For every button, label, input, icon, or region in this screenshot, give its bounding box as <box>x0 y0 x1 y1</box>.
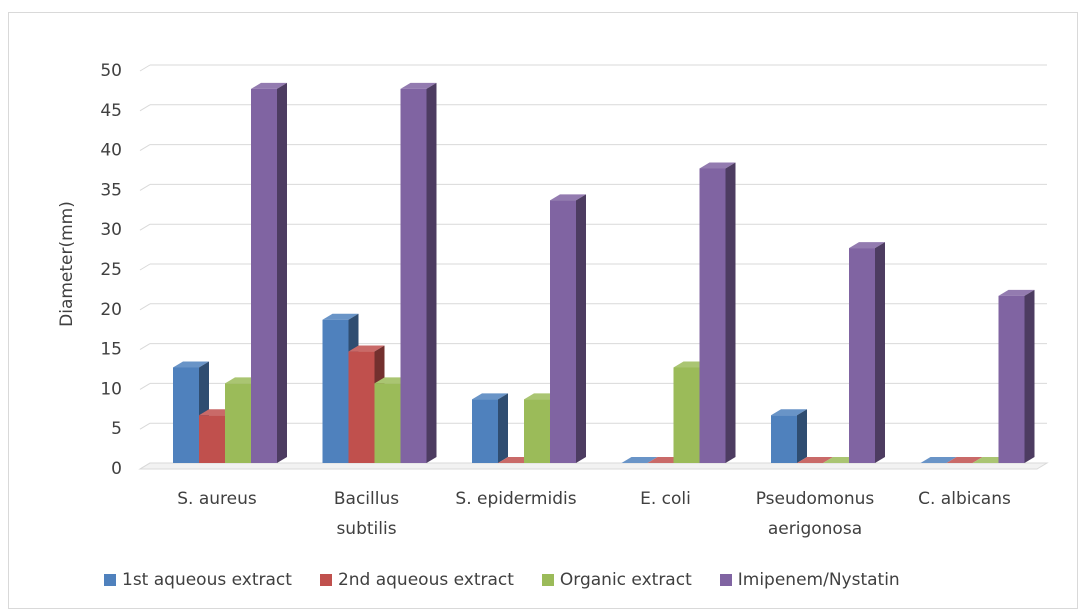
legend-swatch <box>104 574 116 586</box>
bar-side <box>797 409 807 463</box>
bar-side <box>576 194 586 463</box>
bar <box>797 457 833 463</box>
x-tick-label: E. coli <box>640 489 691 509</box>
bar-top <box>472 393 508 400</box>
y-tick-label: 50 <box>100 61 122 81</box>
bar-top <box>771 409 807 416</box>
bar-front <box>348 351 375 463</box>
gridline-depth <box>139 223 151 231</box>
gridline-depth <box>139 462 151 470</box>
legend-label: Organic extract <box>559 570 692 590</box>
legend-swatch <box>541 574 554 586</box>
legend-label: 2nd aqueous extract <box>337 570 514 590</box>
x-tick-label: C. albicans <box>918 489 1011 509</box>
bar-front <box>322 319 349 463</box>
x-tick-label: subtilis <box>336 519 396 539</box>
legend-label: Imipenem/Nystatin <box>737 570 900 590</box>
bar <box>251 82 287 463</box>
x-tick-label: aerigonosa <box>768 519 862 539</box>
bar-front <box>998 295 1025 463</box>
bar-front <box>849 248 875 463</box>
bar-front <box>771 415 797 463</box>
bar-side <box>498 393 508 463</box>
legend-swatch <box>719 574 732 586</box>
bar-top <box>946 457 983 463</box>
y-tick-label: 10 <box>100 379 122 399</box>
legend: 1st aqueous extract 2nd aqueous extract … <box>104 570 900 590</box>
gridline-depth <box>139 382 151 390</box>
bar <box>920 457 957 463</box>
bar-front <box>199 415 225 463</box>
legend-item-2nd-aqueous: 2nd aqueous extract <box>319 570 514 590</box>
bar <box>699 162 736 464</box>
bar-top <box>699 162 736 169</box>
bar-front <box>673 367 700 463</box>
bar-side <box>277 82 287 463</box>
gridline-depth <box>139 263 151 271</box>
chart-frame <box>8 12 1078 609</box>
bar <box>849 242 885 463</box>
y-tick-label: 15 <box>100 340 122 360</box>
y-tick-label: 35 <box>100 180 122 200</box>
legend-item-imipenem: Imipenem/Nystatin <box>719 570 900 590</box>
y-tick-label: 30 <box>100 220 122 240</box>
bar-top <box>550 194 586 201</box>
bar-side <box>426 82 437 463</box>
y-tick-label: 20 <box>100 300 122 320</box>
x-tick-label: Pseudomonus <box>756 489 875 509</box>
bar <box>771 409 807 463</box>
bar-side <box>875 242 885 463</box>
bar-front <box>374 383 401 463</box>
bar-front <box>472 399 498 463</box>
y-tick-label: 45 <box>100 101 122 121</box>
bar-front <box>225 383 251 463</box>
bar <box>998 289 1035 463</box>
bar-top <box>998 289 1035 296</box>
gridline-depth <box>139 104 151 112</box>
bar-front <box>400 88 427 463</box>
bar <box>400 82 437 463</box>
gridline-depth <box>139 183 151 191</box>
gridline-depth <box>139 64 151 72</box>
gridline-depth <box>139 144 151 152</box>
bar <box>621 457 658 463</box>
bar-top <box>348 345 385 352</box>
legend-swatch <box>319 574 332 586</box>
bar-top <box>173 361 209 368</box>
bar-top <box>322 313 359 320</box>
bar-side <box>725 162 736 464</box>
gridline-depth <box>139 303 151 311</box>
bar-top <box>920 457 957 463</box>
bar-top <box>400 82 437 89</box>
bar-top <box>849 242 885 249</box>
bar-front <box>173 367 199 463</box>
y-tick-label: 5 <box>111 419 122 439</box>
bar-front <box>699 168 726 464</box>
y-axis-label: Diameter(mm) <box>57 201 77 327</box>
bar-top <box>797 457 833 463</box>
bar <box>946 457 983 463</box>
bar-front <box>550 200 576 463</box>
y-tick-label: 40 <box>100 141 122 161</box>
bar-front <box>524 399 550 463</box>
bar-top <box>251 82 287 89</box>
gridline-depth <box>139 343 151 351</box>
bar-front <box>251 88 277 463</box>
x-tick-label: S. aureus <box>177 489 257 509</box>
legend-label: 1st aqueous extract <box>122 570 292 590</box>
x-tick-label: S. epidermidis <box>455 489 576 509</box>
y-tick-label: 0 <box>111 459 122 479</box>
x-tick-label: Bacillus <box>334 489 399 509</box>
legend-item-1st-aqueous: 1st aqueous extract <box>104 570 292 590</box>
bar-side <box>1024 289 1035 463</box>
bar-top <box>621 457 658 463</box>
bar <box>550 194 586 463</box>
gridline-depth <box>139 422 151 430</box>
chart-floor <box>138 462 1049 470</box>
y-tick-label: 25 <box>100 260 122 280</box>
legend-item-organic: Organic extract <box>541 570 692 590</box>
bar <box>472 393 508 463</box>
